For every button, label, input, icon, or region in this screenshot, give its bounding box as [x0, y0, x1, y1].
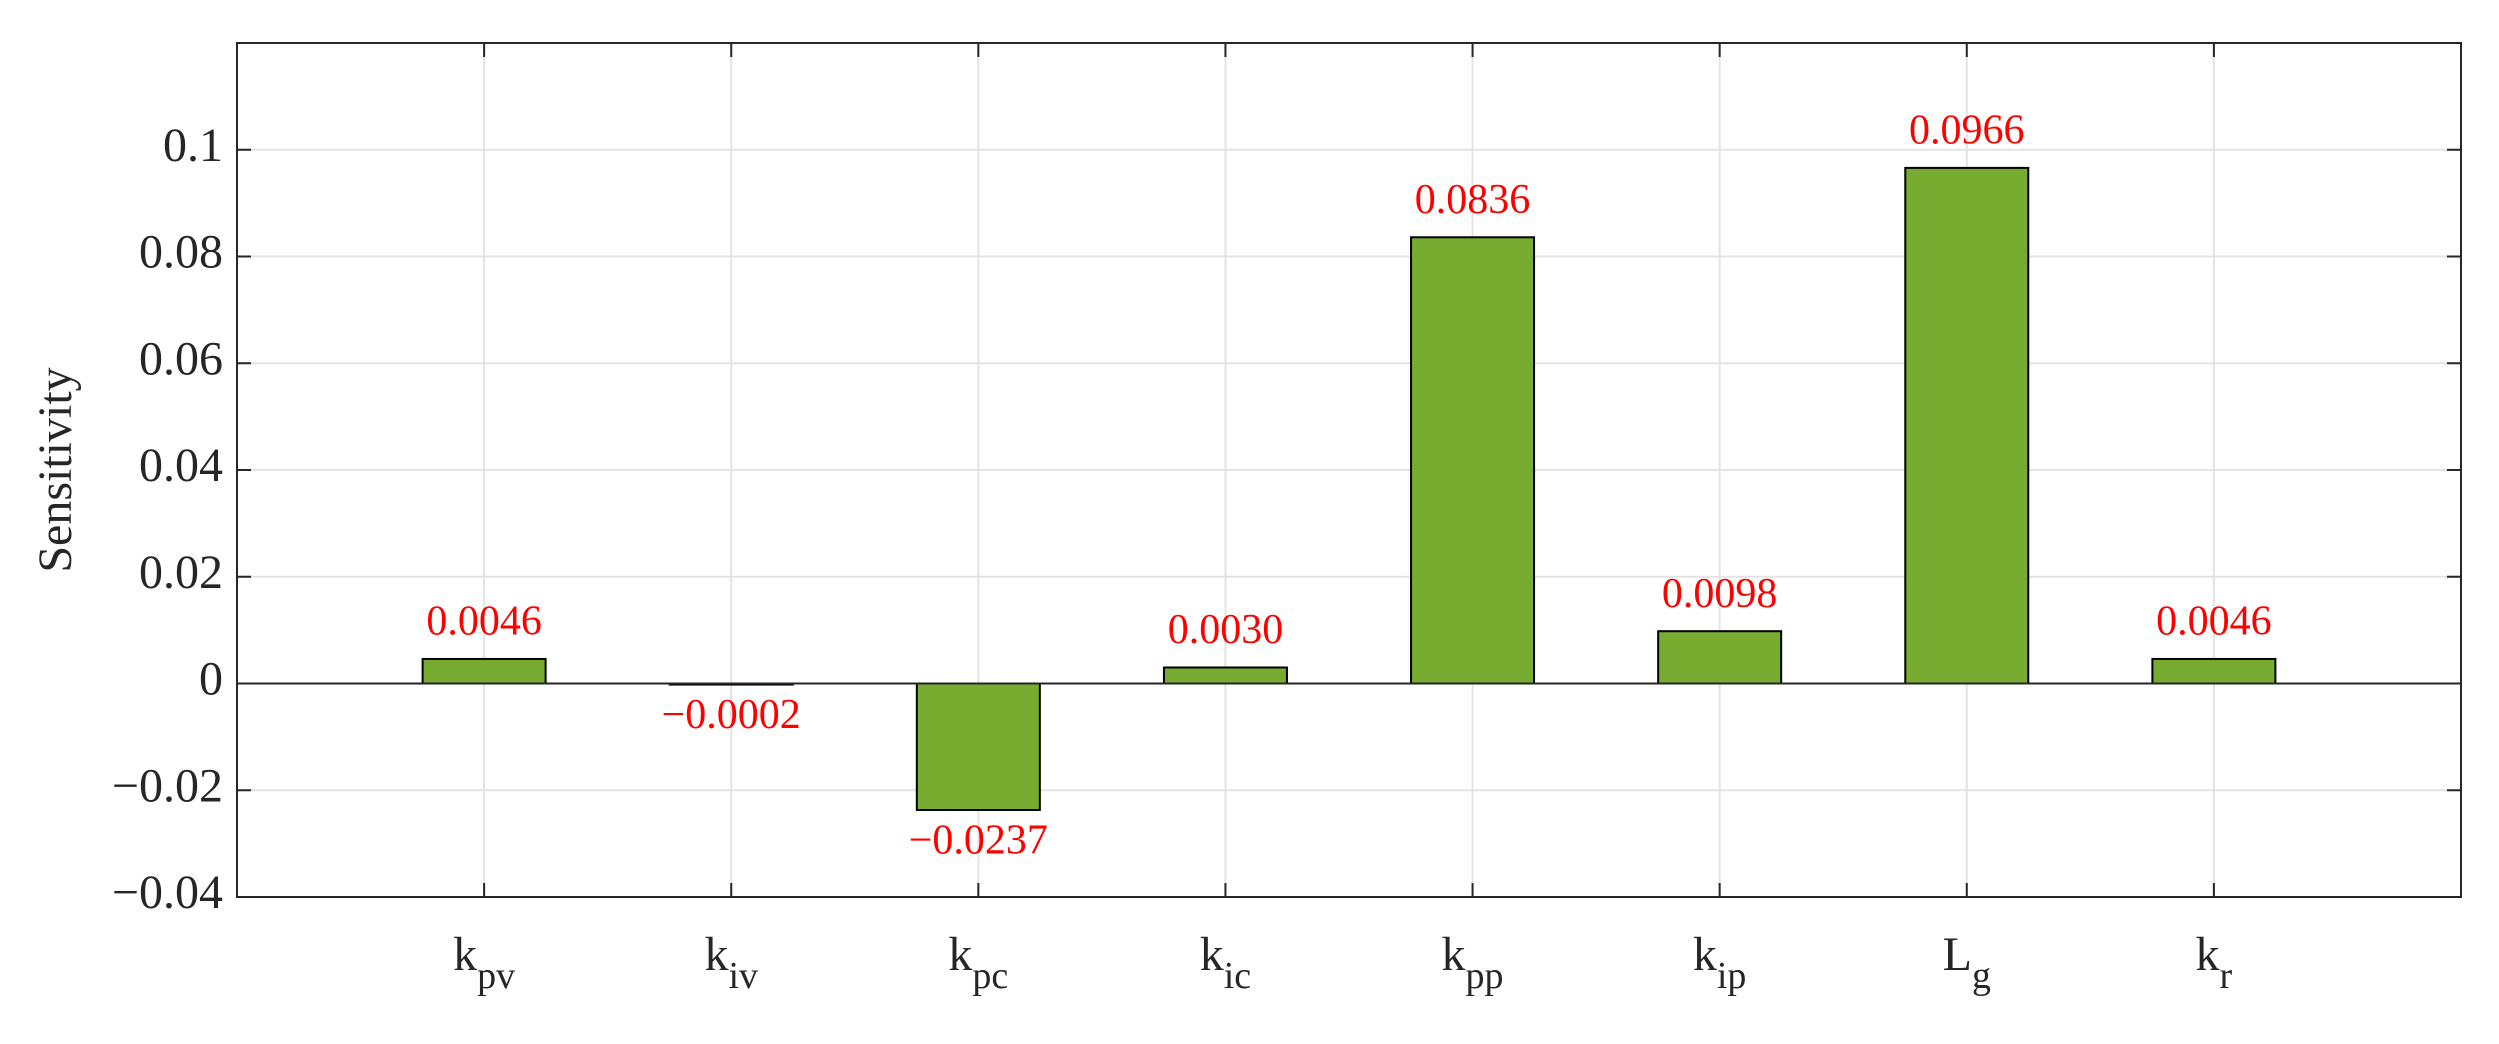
x-tick-main: L [1943, 928, 1972, 981]
value-label: −0.0237 [909, 818, 1048, 864]
x-tick-label: kpp [1442, 928, 1504, 997]
x-tick-sub: g [1972, 955, 1991, 997]
x-tick-label: kpc [948, 928, 1008, 997]
x-tick-sub: pc [972, 955, 1008, 997]
x-tick-main: k [1442, 928, 1466, 981]
value-label: −0.0002 [662, 692, 801, 738]
x-tick-main: k [2196, 928, 2220, 981]
value-label: 0.0030 [1168, 607, 1284, 653]
x-tick-label: Lg [1943, 928, 1991, 997]
value-label: 0.0098 [1662, 571, 1778, 617]
x-tick-label: kiv [704, 928, 758, 997]
x-tick-main: k [948, 928, 972, 981]
x-tick-sub: ip [1717, 955, 1747, 997]
y-tick-label: 0.06 [139, 332, 223, 385]
value-label: 0.0836 [1415, 177, 1531, 223]
y-tick-label: 0.02 [139, 546, 223, 599]
y-tick-label: 0.08 [139, 226, 223, 279]
value-label: 0.0046 [426, 599, 542, 645]
x-tick-label: kpv [453, 928, 515, 997]
value-label: 0.0966 [1909, 108, 2025, 154]
y-tick-label: −0.02 [112, 759, 223, 812]
x-tick-sub: pp [1466, 955, 1504, 997]
x-tick-sub: r [2220, 955, 2233, 997]
x-tick-sub: iv [728, 955, 758, 997]
x-tick-main: k [704, 928, 728, 981]
bar [2151, 657, 2277, 685]
bar [1657, 630, 1783, 685]
bar [1904, 166, 2030, 685]
x-tick-main: k [1693, 928, 1717, 981]
x-tick-sub: ic [1224, 955, 1251, 997]
y-tick-label: 0.04 [139, 439, 223, 492]
x-tick-label: kic [1200, 928, 1251, 997]
x-tick-label: kip [1693, 928, 1747, 997]
bar [1410, 236, 1536, 685]
x-tick-main: k [453, 928, 477, 981]
bar [915, 682, 1041, 811]
bar [421, 657, 547, 685]
x-tick-label: kr [2196, 928, 2233, 997]
x-tick-sub: pv [477, 955, 515, 997]
y-axis-label: Sensitivity [29, 367, 82, 572]
y-tick-label: 0.1 [163, 119, 223, 172]
y-tick-label: 0 [199, 653, 223, 706]
value-label: 0.0046 [2156, 599, 2272, 645]
x-tick-main: k [1200, 928, 1224, 981]
bar [1162, 666, 1288, 685]
y-tick-label: −0.04 [112, 866, 223, 919]
plot-frame [236, 42, 2462, 898]
